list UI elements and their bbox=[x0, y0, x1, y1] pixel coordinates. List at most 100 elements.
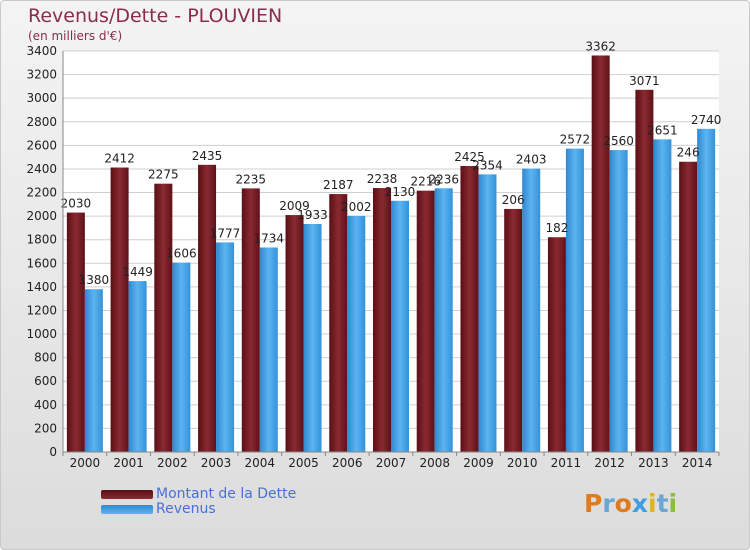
data-label-revenus: 2403 bbox=[516, 153, 547, 167]
data-label-revenus: 1449 bbox=[122, 265, 153, 279]
data-label-dette: 2238 bbox=[367, 172, 398, 186]
y-tick-label: 400 bbox=[34, 398, 57, 412]
data-label-revenus: 1933 bbox=[297, 208, 328, 222]
bar-revenus bbox=[478, 174, 497, 453]
bar-dette bbox=[504, 208, 523, 452]
bar-revenus bbox=[259, 247, 278, 452]
y-tick-label: 2000 bbox=[26, 209, 57, 223]
bar-revenus bbox=[697, 128, 716, 452]
bar-revenus bbox=[565, 148, 584, 453]
bar-revenus bbox=[84, 289, 103, 452]
data-label-dette: 2030 bbox=[61, 197, 92, 211]
x-tick-label: 2013 bbox=[638, 456, 669, 470]
legend-label-dette: Montant de la Dette bbox=[156, 486, 297, 502]
y-tick-label: 2400 bbox=[26, 162, 57, 176]
bar-revenus bbox=[609, 150, 628, 452]
bar-dette bbox=[416, 190, 435, 453]
data-label-revenus: 2354 bbox=[472, 158, 503, 172]
chart-subtitle: (en milliers d'€) bbox=[28, 29, 123, 43]
bar-revenus bbox=[522, 168, 541, 453]
data-label-dette: 2275 bbox=[148, 168, 179, 182]
data-label-dette: 206 bbox=[502, 193, 525, 207]
x-tick-label: 2005 bbox=[288, 456, 319, 470]
x-tick-label: 2000 bbox=[70, 456, 101, 470]
bar-dette bbox=[241, 188, 260, 452]
bar-dette bbox=[198, 164, 217, 452]
x-tick-label: 2011 bbox=[551, 456, 582, 470]
x-tick-label: 2006 bbox=[332, 456, 363, 470]
y-tick-label: 3400 bbox=[26, 44, 57, 58]
y-tick-label: 800 bbox=[34, 351, 57, 365]
y-tick-label: 1200 bbox=[26, 303, 57, 317]
data-label-revenus: 1380 bbox=[79, 273, 110, 287]
y-tick-label: 2200 bbox=[26, 186, 57, 200]
bar-dette bbox=[591, 55, 610, 453]
x-tick-label: 2014 bbox=[682, 456, 713, 470]
bar-dette bbox=[154, 183, 173, 452]
x-tick-label: 2009 bbox=[463, 456, 494, 470]
data-label-revenus: 2130 bbox=[385, 185, 416, 199]
bar-revenus bbox=[303, 224, 322, 452]
bar-dette bbox=[373, 188, 391, 452]
legend-swatch-revenus bbox=[101, 505, 153, 514]
data-label-dette: 3362 bbox=[585, 39, 616, 53]
data-label-dette: 2009 bbox=[279, 199, 310, 213]
data-label-dette: 2216 bbox=[410, 175, 441, 189]
data-label-revenus: 2560 bbox=[603, 134, 634, 148]
y-tick-label: 1800 bbox=[26, 233, 57, 247]
legend-label-revenus: Revenus bbox=[156, 501, 216, 517]
data-label-dette: 2425 bbox=[454, 150, 485, 164]
data-label-dette: 2412 bbox=[104, 152, 135, 166]
x-tick-label: 2007 bbox=[376, 456, 407, 470]
y-tick-label: 1600 bbox=[26, 256, 57, 270]
x-tick-label: 2010 bbox=[507, 456, 538, 470]
bar-revenus bbox=[653, 139, 672, 452]
data-label-dette: 182 bbox=[545, 221, 568, 235]
data-label-dette: 2435 bbox=[192, 149, 223, 163]
y-tick-label: 3000 bbox=[26, 91, 57, 105]
bar-dette bbox=[110, 167, 129, 452]
data-label-revenus: 2236 bbox=[428, 172, 459, 186]
bar-dette bbox=[635, 89, 654, 453]
x-tick-label: 2001 bbox=[113, 456, 144, 470]
bar-revenus bbox=[434, 188, 453, 453]
bar-dette bbox=[679, 161, 698, 452]
data-label-dette: 3071 bbox=[629, 74, 660, 88]
bar-revenus bbox=[391, 200, 409, 452]
data-label-revenus: 2002 bbox=[341, 200, 372, 214]
x-tick-label: 2004 bbox=[245, 456, 276, 470]
data-label-dette: 246 bbox=[677, 146, 700, 160]
data-label-revenus: 1777 bbox=[210, 226, 241, 240]
data-label-revenus: 1734 bbox=[254, 231, 285, 245]
data-label-revenus: 1606 bbox=[166, 247, 197, 261]
y-tick-label: 3200 bbox=[26, 68, 57, 82]
data-label-dette: 2235 bbox=[236, 172, 267, 186]
bar-dette bbox=[285, 215, 304, 452]
data-label-revenus: 2572 bbox=[560, 133, 591, 147]
bar-dette bbox=[547, 237, 566, 452]
data-label-revenus: 2651 bbox=[647, 123, 678, 137]
y-tick-label: 1000 bbox=[26, 327, 57, 341]
data-label-dette: 2187 bbox=[323, 178, 354, 192]
y-tick-label: 200 bbox=[34, 421, 57, 435]
proxiti-logo: Proxiti bbox=[584, 489, 678, 518]
y-tick-label: 600 bbox=[34, 374, 57, 388]
x-tick-label: 2003 bbox=[201, 456, 232, 470]
bar-revenus bbox=[216, 242, 235, 452]
y-tick-label: 2800 bbox=[26, 115, 57, 129]
bar-revenus bbox=[172, 262, 191, 452]
bar-dette bbox=[460, 165, 479, 452]
x-tick-label: 2002 bbox=[157, 456, 188, 470]
y-tick-label: 1400 bbox=[26, 280, 57, 294]
y-tick-label: 2600 bbox=[26, 138, 57, 152]
chart-title: Revenus/Dette - PLOUVIEN bbox=[28, 5, 283, 27]
bar-dette bbox=[66, 212, 85, 452]
x-tick-label: 2012 bbox=[594, 456, 625, 470]
bar-dette bbox=[329, 194, 348, 452]
bar-revenus bbox=[347, 215, 366, 452]
x-tick-label: 2008 bbox=[419, 456, 450, 470]
legend-swatch-dette bbox=[101, 490, 153, 499]
data-label-revenus: 2740 bbox=[691, 113, 722, 127]
